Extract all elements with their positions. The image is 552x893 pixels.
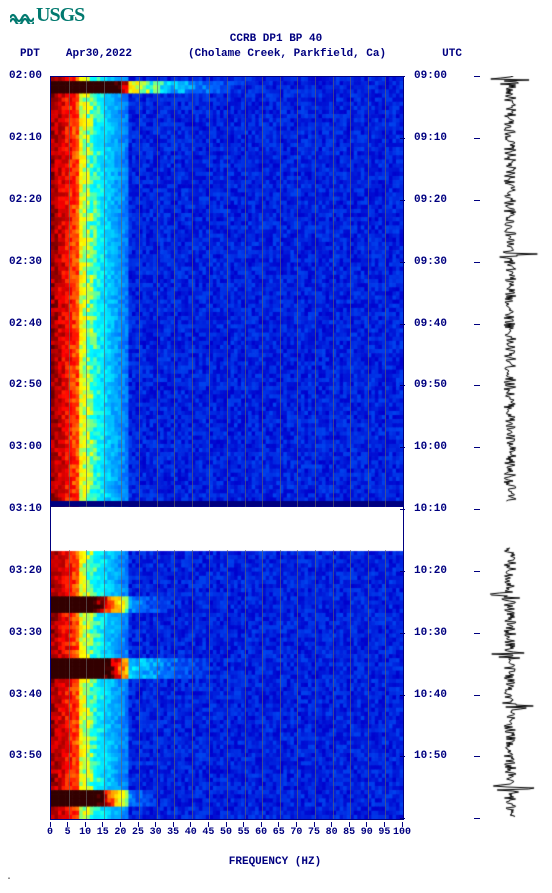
- left-tick-label: 03:40: [9, 689, 42, 701]
- left-tick-label: 02:50: [9, 379, 42, 391]
- spectrogram-panel: [50, 76, 404, 820]
- right-tick-label: 10:50: [414, 750, 447, 762]
- usgs-logo: USGS: [10, 4, 84, 27]
- right-tick-label: 09:20: [414, 194, 447, 206]
- x-tick: 65: [273, 822, 285, 838]
- left-tick-label: 02:10: [9, 132, 42, 144]
- right-time-axis: 09:0009:1009:2009:3009:4009:5010:0010:10…: [406, 76, 448, 818]
- left-tick-label: 02:00: [9, 70, 42, 82]
- footer-mark: .: [0, 868, 552, 883]
- spectrogram-canvas: [51, 77, 403, 819]
- tz-right: UTC: [442, 48, 462, 60]
- left-time-axis: 02:0002:1002:2002:3002:4002:5003:0003:10…: [8, 76, 50, 818]
- x-tick: 5: [65, 822, 71, 838]
- left-tick-label: 03:50: [9, 750, 42, 762]
- header-row: PDT Apr30,2022 (Cholame Creek, Parkfield…: [0, 48, 552, 60]
- logo-row: USGS: [0, 0, 552, 27]
- x-tick: 60: [255, 822, 267, 838]
- right-tick-label: 09:00: [414, 70, 447, 82]
- x-tick: 25: [132, 822, 144, 838]
- right-tick-label: 10:10: [414, 503, 447, 515]
- left-tick-label: 03:20: [9, 565, 42, 577]
- right-tick-label: 10:00: [414, 441, 447, 453]
- frequency-axis: 0510152025303540455055606570758085909510…: [50, 822, 404, 852]
- right-tick-label: 10:40: [414, 689, 447, 701]
- wave-icon: [10, 8, 34, 24]
- right-tick-label: 10:20: [414, 565, 447, 577]
- logo-text: USGS: [36, 4, 84, 27]
- right-tick-label: 10:30: [414, 627, 447, 639]
- x-tick: 45: [202, 822, 214, 838]
- data-gap: [51, 507, 403, 550]
- date: Apr30,2022: [66, 48, 132, 60]
- tz-left: PDT: [20, 48, 40, 60]
- left-tick-label: 02:20: [9, 194, 42, 206]
- x-tick: 10: [79, 822, 91, 838]
- waveform-canvas: [480, 76, 540, 818]
- x-tick: 85: [343, 822, 355, 838]
- station: (Cholame Creek, Parkfield, Ca): [188, 48, 386, 60]
- left-tick-label: 03:10: [9, 503, 42, 515]
- x-tick: 70: [290, 822, 302, 838]
- left-tick-label: 02:30: [9, 256, 42, 268]
- x-tick: 40: [185, 822, 197, 838]
- right-tick-label: 09:40: [414, 318, 447, 330]
- x-tick: 20: [114, 822, 126, 838]
- x-axis-label: FREQUENCY (HZ): [50, 856, 500, 868]
- x-tick: 95: [378, 822, 390, 838]
- x-tick: 50: [220, 822, 232, 838]
- x-tick: 15: [97, 822, 109, 838]
- x-tick: 80: [326, 822, 338, 838]
- chart-title: CCRB DP1 BP 40: [0, 33, 552, 46]
- plot-area: 02:0002:1002:2002:3002:4002:5003:0003:10…: [50, 76, 500, 868]
- x-tick: 30: [150, 822, 162, 838]
- x-tick: 0: [47, 822, 53, 838]
- left-tick-label: 03:00: [9, 441, 42, 453]
- left-tick-label: 02:40: [9, 318, 42, 330]
- x-tick: 100: [393, 822, 411, 838]
- x-tick: 90: [361, 822, 373, 838]
- x-tick: 75: [308, 822, 320, 838]
- x-tick: 35: [167, 822, 179, 838]
- waveform-panel: [480, 76, 540, 818]
- left-tick-label: 03:30: [9, 627, 42, 639]
- right-tick-label: 09:10: [414, 132, 447, 144]
- x-tick: 55: [238, 822, 250, 838]
- title-line1: CCRB DP1 BP 40: [0, 33, 552, 46]
- right-tick-label: 09:50: [414, 379, 447, 391]
- right-tick-label: 09:30: [414, 256, 447, 268]
